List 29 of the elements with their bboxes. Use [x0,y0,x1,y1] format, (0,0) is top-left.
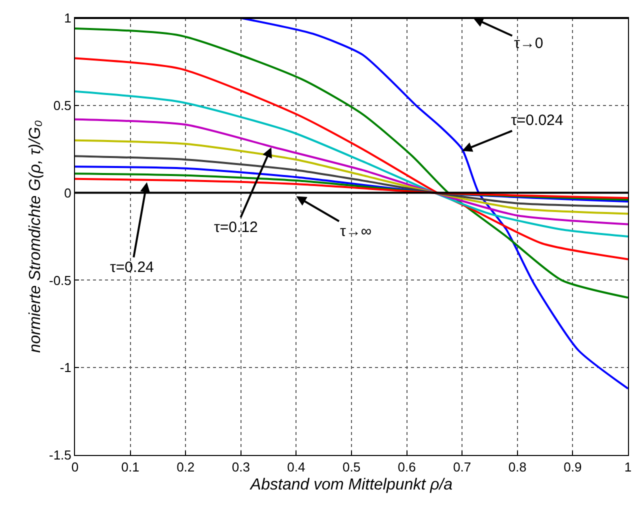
x-tick-label: 0.9 [564,460,582,475]
x-tick-label: 0.2 [176,460,195,475]
x-tick-label: 0.8 [508,460,526,475]
y-tick-label: 0.5 [53,98,72,113]
line-series [75,139,628,215]
line-series [75,27,628,299]
y-axis-title: normierte Stromdichte G(ρ, τ)/G₀ [26,120,44,353]
x-tick-label: 0.3 [232,460,250,475]
x-axis-title: Abstand vom Mittelpunkt ρ/a [249,476,453,494]
line-series [75,90,628,238]
x-tick-label: 0.5 [342,460,361,475]
line-series [75,172,628,201]
x-tick-label: 0.1 [121,460,140,475]
x-tick-label: 0.6 [398,460,416,475]
annotation: τ→∞ [340,223,372,240]
y-tick-label: 0 [64,185,72,200]
y-tick-label: 1 [64,10,72,26]
line-series [75,57,628,260]
annotation: τ=0.12 [214,219,258,236]
annotation: τ→0 [514,35,544,52]
y-tick-label: -1.5 [48,448,72,463]
annotation: τ=0.24 [110,259,154,276]
x-tick-label: 0.7 [453,460,472,475]
x-tick-label: 0.4 [287,460,306,475]
line-series [75,155,628,208]
x-tick-label: 1 [624,460,632,475]
y-tick-label: -0.5 [48,272,72,288]
y-tick-label: -1 [60,360,72,376]
annotation: τ=0.024 [511,112,564,129]
